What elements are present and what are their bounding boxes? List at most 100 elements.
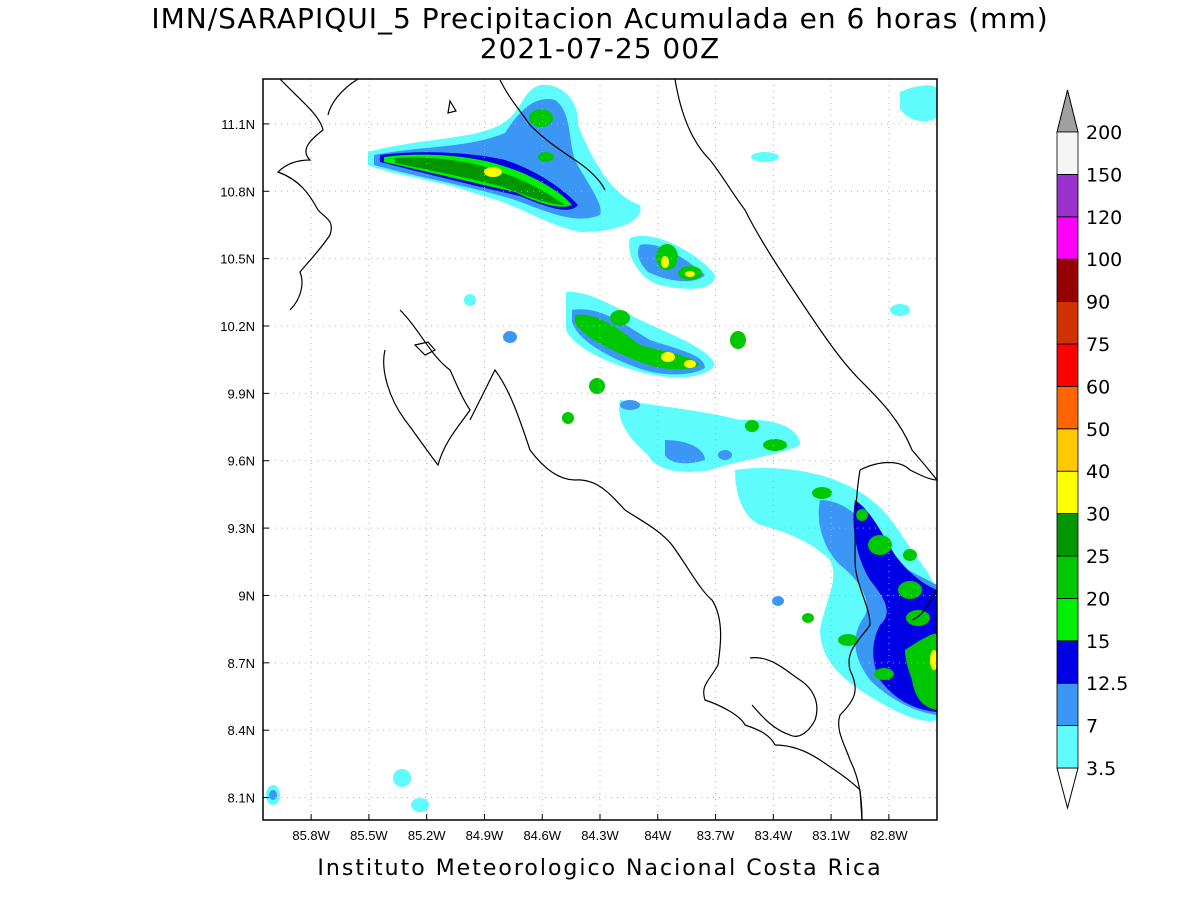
precip-area-light — [464, 294, 476, 306]
precip-core-30 — [685, 271, 695, 277]
lon-tick-label: 83.1W — [812, 828, 850, 843]
colorbar-swatch — [1056, 216, 1079, 260]
lon-tick-label: 83.4W — [755, 828, 793, 843]
colorbar-label: 75 — [1086, 334, 1110, 356]
colorbar-label: 3.5 — [1086, 758, 1116, 780]
colorbar-label: 100 — [1086, 249, 1122, 271]
precip-area-light — [503, 331, 517, 343]
colorbar-min-arrow — [1056, 767, 1079, 810]
colorbar-label: 120 — [1086, 207, 1122, 229]
lat-tick-label: 9.6N — [228, 454, 255, 469]
precip-area-light — [411, 798, 429, 812]
latitude-axis: 11.1N 10.8N 10.5N 10.2N 9.9N 9.6N 9.3N 9N 8.7N 8.… — [220, 117, 255, 806]
colorbar-swatch — [1056, 131, 1079, 175]
colorbar-swatch — [1056, 640, 1079, 684]
longitude-axis: 85.8W 85.5W 85.2W 84.9W 84.6W 84.3W 84W 83.7W 83… — [292, 828, 908, 843]
precip-area-light — [751, 152, 779, 162]
precip-area-med — [772, 596, 784, 606]
colorbar-swatch — [1056, 258, 1079, 303]
colorbar-swatch — [1056, 173, 1079, 218]
colorbar-label: 12.5 — [1086, 673, 1128, 695]
colorbar-label: 150 — [1086, 164, 1122, 186]
precip-area-light — [900, 85, 937, 122]
precip-cell — [730, 331, 746, 349]
precip-cell — [763, 439, 787, 451]
colorbar-label: 90 — [1086, 292, 1110, 314]
lat-tick-label: 9N — [238, 588, 255, 603]
colorbar-swatch — [1056, 513, 1079, 557]
precip-cell — [868, 535, 892, 555]
lat-tick-label: 8.1N — [228, 791, 255, 806]
precip-cell — [856, 509, 868, 521]
precip-cell — [562, 412, 574, 424]
lon-tick-label: 83.7W — [697, 828, 735, 843]
map-date: 2021-07-25 00Z — [479, 32, 721, 65]
precip-cell — [529, 109, 553, 127]
axis-ticks — [263, 123, 890, 820]
colorbar-label: 7 — [1086, 716, 1098, 738]
precip-cell — [906, 610, 930, 626]
colorbar-swatch — [1056, 301, 1079, 345]
colorbar-label: 60 — [1086, 376, 1110, 398]
precip-area-med — [718, 450, 732, 460]
precip-area-light — [619, 400, 800, 472]
lat-tick-label: 9.3N — [228, 521, 255, 536]
precip-core-30 — [661, 352, 675, 362]
grid — [263, 79, 937, 820]
precip-cell — [812, 487, 832, 499]
precip-cell — [802, 613, 814, 623]
precip-cell — [838, 634, 858, 646]
precipitation-field — [266, 84, 937, 812]
precip-core-30 — [661, 256, 669, 268]
colorbar-label: 50 — [1086, 419, 1110, 441]
precip-core-30 — [684, 360, 696, 368]
lon-tick-label: 84.6W — [523, 828, 561, 843]
lat-tick-label: 10.5N — [220, 252, 255, 267]
precip-area-25 — [905, 633, 937, 710]
colorbar-max-arrow — [1056, 89, 1079, 133]
lon-tick-label: 84.9W — [466, 828, 504, 843]
precip-core-30 — [484, 167, 502, 177]
precip-area-med — [620, 400, 640, 410]
colorbar-label: 200 — [1086, 122, 1122, 144]
colorbar-swatch — [1056, 470, 1079, 515]
colorbar-label: 15 — [1086, 631, 1110, 653]
precip-area-med — [269, 790, 277, 800]
colorbar-swatch — [1056, 725, 1079, 769]
lat-tick-label: 8.7N — [228, 656, 255, 671]
lon-tick-label: 84W — [644, 828, 671, 843]
lon-tick-label: 82.8W — [870, 828, 908, 843]
lat-tick-label: 9.9N — [228, 386, 255, 401]
precip-area-25 — [395, 157, 565, 205]
lat-tick-label: 10.2N — [220, 319, 255, 334]
lon-tick-label: 85.2W — [408, 828, 446, 843]
colorbar-swatch — [1056, 385, 1079, 430]
footer-institution: Instituto Meteorologico Nacional Costa R… — [317, 856, 883, 881]
precip-core-30 — [930, 650, 937, 670]
colorbar-label: 25 — [1086, 546, 1110, 568]
colorbar: 3.5 7 12.5 15 20 25 30 40 50 60 75 90 100 120 150 200 — [1056, 89, 1128, 810]
lat-tick-label: 11.1N — [221, 117, 255, 132]
precip-cell — [898, 581, 922, 599]
lon-tick-label: 85.5W — [350, 828, 388, 843]
lon-tick-label: 85.8W — [292, 828, 330, 843]
precip-area-light — [890, 304, 910, 316]
colorbar-swatch — [1056, 428, 1079, 472]
colorbar-label: 20 — [1086, 588, 1110, 610]
colorbar-swatch — [1056, 343, 1079, 387]
lon-tick-label: 84.3W — [581, 828, 619, 843]
precip-cell — [538, 152, 554, 162]
colorbar-swatch — [1056, 598, 1079, 642]
colorbar-label: 40 — [1086, 461, 1110, 483]
precip-cell — [610, 310, 630, 326]
precip-area-light — [393, 769, 411, 787]
precip-cell — [745, 420, 759, 432]
coastline — [276, 79, 937, 820]
precip-area-med — [665, 440, 705, 464]
map-title: IMN/SARAPIQUI_5 Precipitacion Acumulada … — [151, 2, 1049, 35]
precip-cell — [589, 378, 605, 394]
colorbar-swatch — [1056, 555, 1079, 599]
lat-tick-label: 10.8N — [220, 184, 255, 199]
lat-tick-label: 8.4N — [228, 723, 255, 738]
